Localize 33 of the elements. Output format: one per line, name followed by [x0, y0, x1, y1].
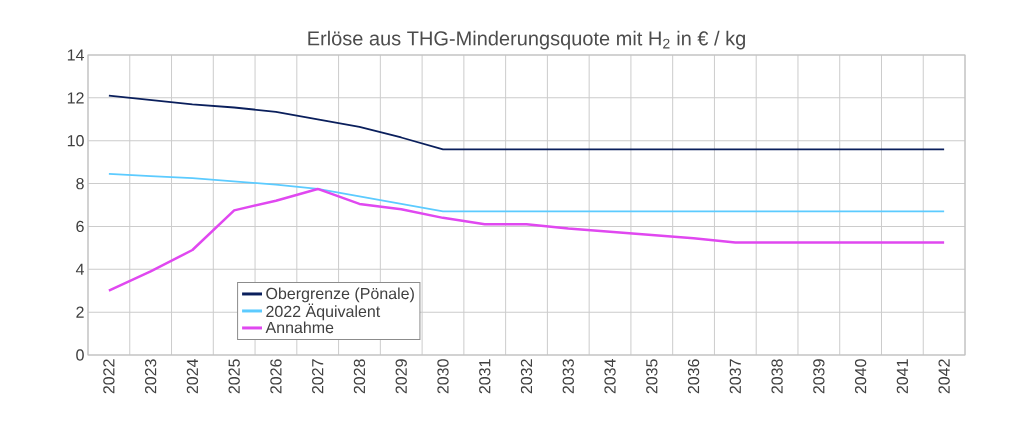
x-tick-label: 2029 — [395, 359, 407, 394]
x-tick-label: 2037 — [729, 359, 741, 394]
x-tick-label: 2028 — [353, 359, 366, 394]
x-tick-label: 2031 — [479, 359, 491, 394]
legend-label: 2022 Äquivalent — [266, 303, 381, 321]
x-tick-label: 2026 — [270, 359, 282, 394]
y-tick-label: 12 — [67, 92, 84, 104]
x-tick-label: 2022 — [103, 359, 115, 394]
x-tick-label: 2027 — [312, 359, 324, 394]
x-tick-label: 2036 — [687, 359, 700, 394]
x-tick-label: 2041 — [896, 359, 909, 394]
y-tick-label: 10 — [67, 135, 84, 147]
x-tick-label: 2025 — [228, 359, 240, 394]
x-tick-label: 2033 — [562, 359, 574, 394]
y-tick-label: 14 — [67, 49, 84, 61]
x-tick-label: 2038 — [771, 359, 783, 394]
x-tick-label: 2035 — [646, 359, 658, 394]
legend-label: Annahme — [265, 321, 334, 334]
y-tick-label: 8 — [76, 177, 84, 190]
y-tick-label: 4 — [75, 263, 84, 275]
x-tick-label: 2042 — [938, 359, 950, 394]
x-tick-label: 2040 — [854, 359, 867, 394]
x-tick-label: 2030 — [437, 359, 449, 394]
x-tick-label: 2024 — [186, 359, 199, 394]
x-tick-label: 2039 — [813, 359, 825, 394]
x-tick-label: 2032 — [520, 359, 533, 394]
x-tick-label: 2023 — [144, 359, 157, 394]
y-tick-label: 2 — [76, 306, 84, 318]
y-tick-label: 6 — [76, 220, 84, 233]
x-tick-label: 2034 — [604, 359, 616, 394]
chart-title: Erlöse aus THG-Minderungsquote mit H$_{2}$ in € / kg — [308, 30, 745, 50]
y-tick-label: 0 — [76, 349, 84, 361]
legend-label: Obergrenze (Pönale) — [266, 287, 414, 303]
